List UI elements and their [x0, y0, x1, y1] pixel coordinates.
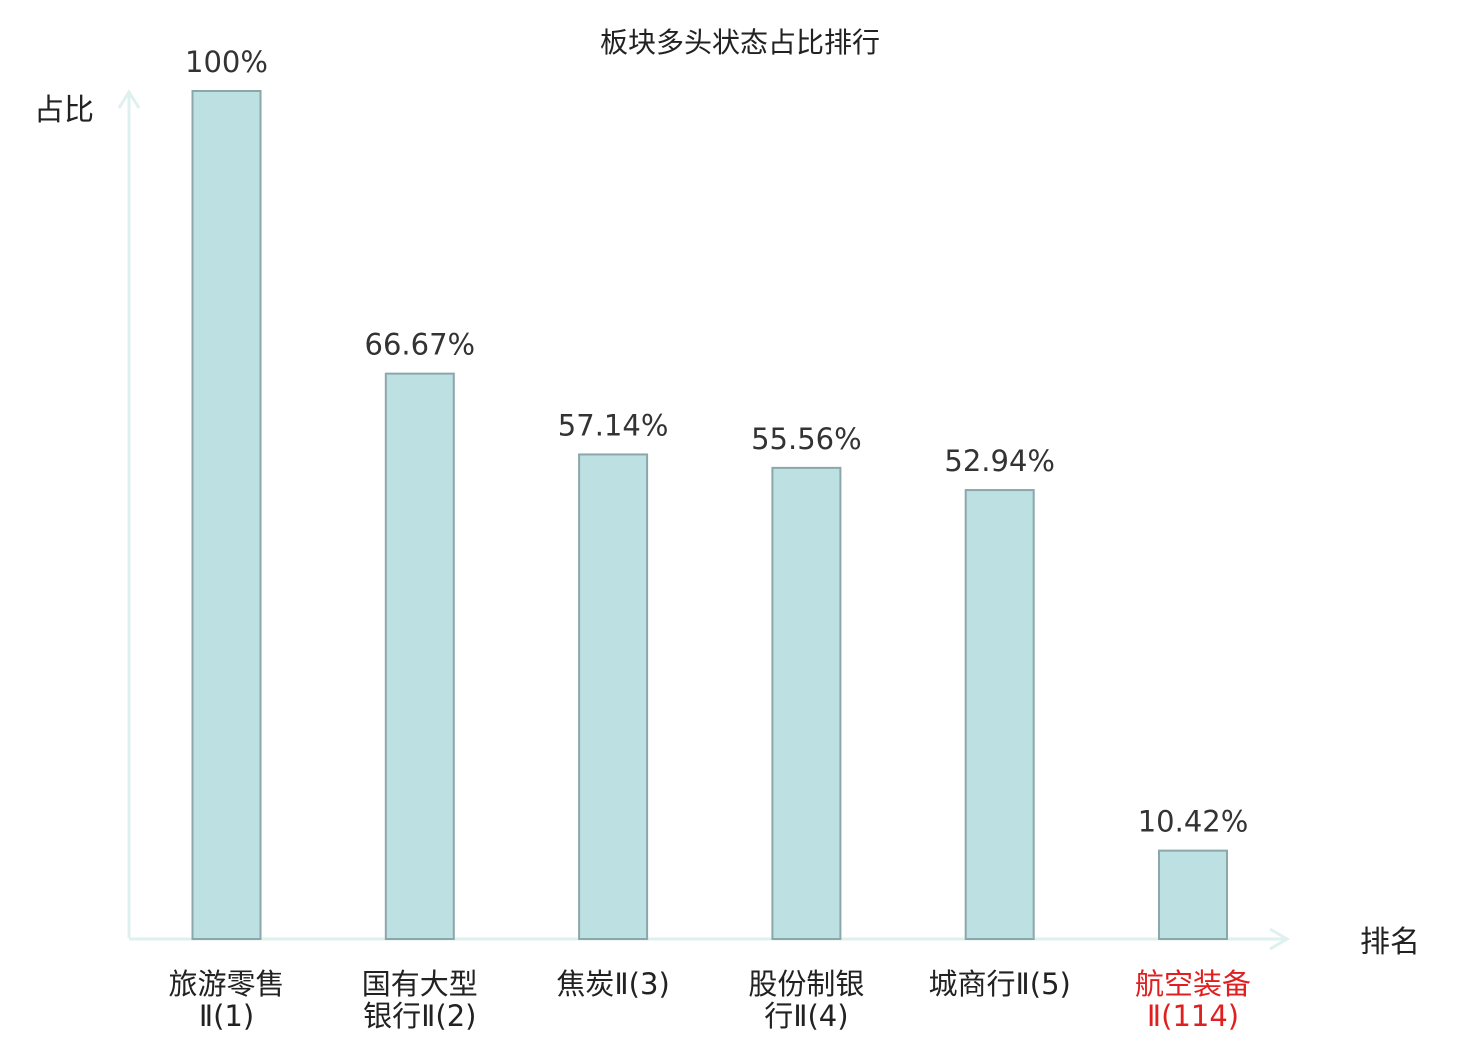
- x-axis-arrow: [1269, 927, 1290, 951]
- bar-6: [1158, 849, 1228, 941]
- category-label-6-line1: 航空装备: [1135, 967, 1251, 1001]
- bar-4: [771, 466, 842, 940]
- category-label-3-line1: 焦炭Ⅱ(3): [556, 967, 669, 1001]
- bar-3: [578, 453, 649, 940]
- category-label-4-line1: 股份制银: [748, 967, 864, 1001]
- x-axis-label: 排名: [1360, 925, 1420, 960]
- value-label-1: 100%: [185, 45, 268, 79]
- value-label-5: 52.94%: [944, 444, 1055, 478]
- bar-5: [964, 489, 1035, 940]
- value-label-4: 55.56%: [751, 422, 862, 456]
- category-label-6-line2: Ⅱ(114): [1147, 999, 1239, 1033]
- bar-1: [191, 90, 262, 940]
- axes: [117, 89, 1290, 951]
- category-label-5-line1: 城商行Ⅱ(5): [929, 967, 1071, 1001]
- bars-group: [191, 90, 1228, 941]
- value-label-6: 10.42%: [1138, 805, 1249, 839]
- y-axis-label: 占比: [34, 93, 94, 128]
- category-label-1-line2: Ⅱ(1): [199, 999, 254, 1033]
- chart-title: 板块多头状态占比排行: [600, 26, 880, 59]
- category-label-4-line2: 行Ⅱ(4): [764, 999, 848, 1033]
- bar-2: [384, 372, 455, 940]
- category-label-2-line1: 国有大型: [362, 967, 478, 1001]
- value-label-3: 57.14%: [558, 408, 669, 442]
- y-axis-arrow: [117, 89, 141, 109]
- category-label-2-line2: 银行Ⅱ(2): [363, 999, 476, 1033]
- value-label-2: 66.67%: [365, 328, 476, 362]
- category-label-1-line1: 旅游零售: [168, 967, 284, 1001]
